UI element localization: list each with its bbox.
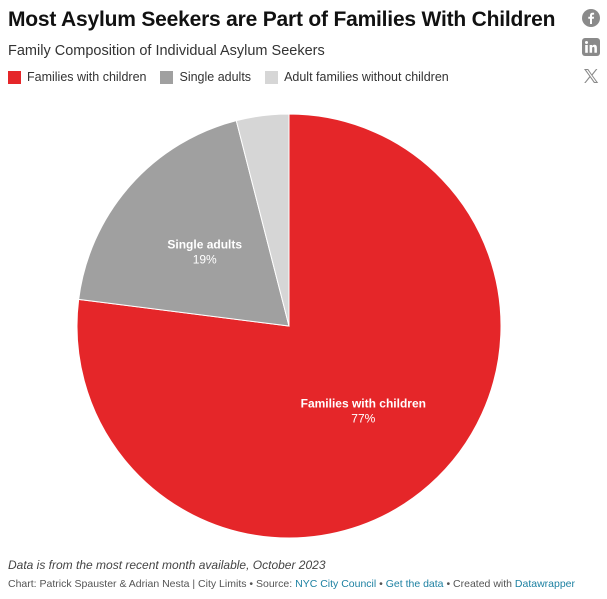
x-icon [584, 69, 599, 83]
credit-created-with: • Created with [443, 578, 515, 590]
linkedin-icon [582, 38, 600, 56]
legend-label: Single adults [179, 70, 252, 84]
credit-separator: • [376, 578, 386, 590]
slice-label-name: Families with children [301, 396, 426, 410]
chart-title: Most Asylum Seekers are Part of Families… [8, 8, 556, 31]
linkedin-share-button[interactable] [581, 37, 601, 57]
pie-chart-area: Families with children 77% Single adults 19… [0, 100, 607, 550]
get-the-data-link[interactable]: Get the data [385, 578, 444, 590]
slice-label-value: 19% [193, 253, 217, 267]
chart-notes: Data is from the most recent month avail… [8, 558, 326, 572]
pie-chart: Families with children 77% Single adults 19… [76, 113, 502, 539]
credit-text: Chart: Patrick Spauster & Adrian Nesta |… [8, 578, 296, 590]
legend-label: Families with children [27, 70, 147, 84]
facebook-share-button[interactable] [581, 8, 601, 28]
chart-subtitle: Family Composition of Individual Asylum … [8, 43, 325, 59]
legend-label: Adult families without children [284, 70, 449, 84]
slice-label-name: Single adults [167, 238, 242, 252]
legend: Families with children Single adults Adu… [8, 70, 449, 84]
datawrapper-link[interactable]: Datawrapper [514, 578, 576, 590]
legend-item-families-with-children: Families with children [8, 70, 146, 84]
pie-slice-single-adults [78, 120, 290, 327]
legend-item-adult-families-without-children: Adult families without children [265, 70, 449, 84]
slice-label: Families with children 77% [301, 396, 426, 425]
legend-item-single-adults: Single adults [160, 70, 251, 84]
slice-label: Single adults 19% [167, 238, 242, 267]
chart-credits: Chart: Patrick Spauster & Adrian Nesta |… [8, 578, 575, 590]
legend-swatch [265, 70, 279, 84]
pie-slice-families-with-children [76, 113, 502, 539]
pie-slice-adult-families-without-children [235, 113, 290, 327]
slice-label-value: 77% [351, 411, 375, 425]
legend-swatch [8, 70, 21, 84]
facebook-icon [582, 9, 600, 27]
source-link[interactable]: NYC City Council [295, 578, 377, 590]
social-share [581, 8, 601, 86]
legend-swatch [160, 70, 174, 84]
x-share-button[interactable] [581, 66, 601, 86]
